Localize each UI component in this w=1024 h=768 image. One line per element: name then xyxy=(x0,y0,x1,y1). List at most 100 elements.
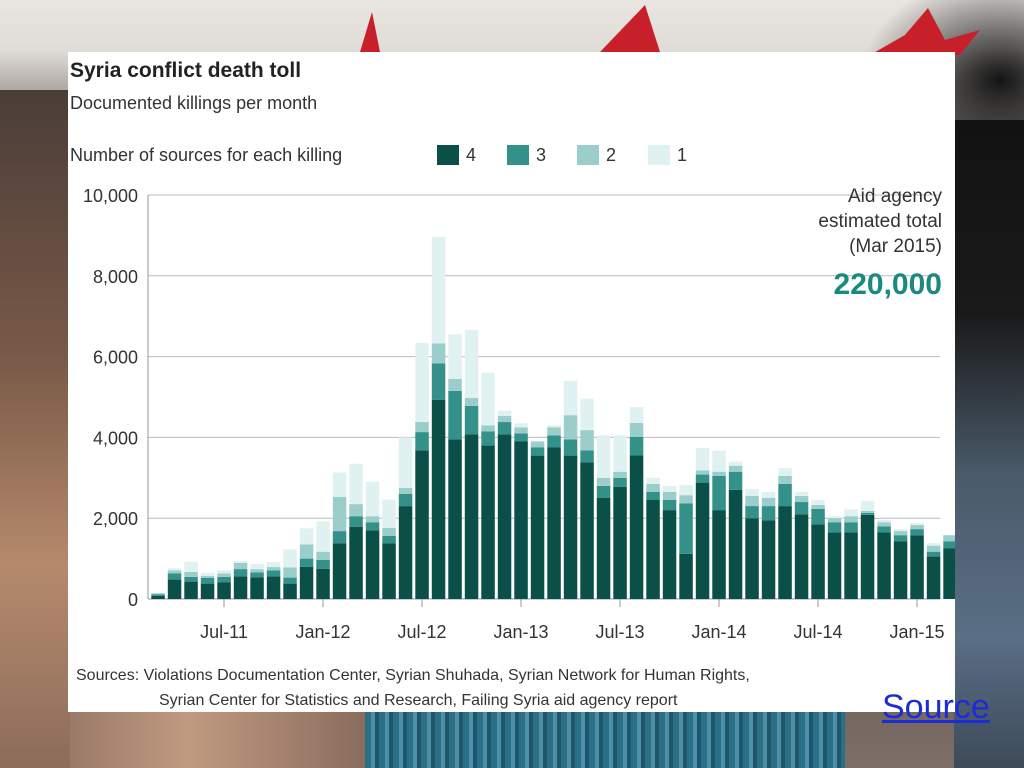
bar-segment-2 xyxy=(580,430,594,451)
bar-segment-4 xyxy=(926,556,941,599)
bar-segment-1 xyxy=(200,573,215,576)
bar-segment-2 xyxy=(646,483,660,492)
bar-segment-1 xyxy=(514,423,528,428)
bar-segment-1 xyxy=(217,570,231,574)
source-link[interactable]: Source xyxy=(882,688,990,726)
bar-segment-1 xyxy=(712,450,726,472)
bar-segment-2 xyxy=(926,545,941,552)
bar-segment-3 xyxy=(431,363,446,400)
bar-segment-3 xyxy=(910,529,924,536)
bar-segment-3 xyxy=(530,447,545,456)
bar-segment-2 xyxy=(761,498,776,507)
bar-segment-4 xyxy=(365,530,380,599)
bar-segment-3 xyxy=(415,432,429,451)
bar-segment-2 xyxy=(811,504,825,509)
annotation-text: estimated total xyxy=(818,211,942,232)
bar-segment-2 xyxy=(415,422,429,433)
bar-segment-2 xyxy=(200,576,215,578)
sources-line-1: Sources: Violations Documentation Center… xyxy=(76,667,750,684)
bar-segment-4 xyxy=(613,486,627,599)
x-tick-label: Jan-15 xyxy=(889,622,944,642)
bar-segment-1 xyxy=(893,529,908,532)
photo-flag-right xyxy=(954,120,1024,768)
bar-segment-4 xyxy=(563,455,578,599)
y-tick-label: 10,000 xyxy=(83,186,138,206)
bar-segment-2 xyxy=(332,496,347,532)
y-tick-label: 4,000 xyxy=(93,428,138,448)
bar-segment-4 xyxy=(629,455,644,599)
bar-segment-1 xyxy=(415,342,429,423)
bar-segment-3 xyxy=(283,577,297,584)
bar-segment-3 xyxy=(877,526,891,533)
bar-segment-2 xyxy=(596,477,611,486)
bar-segment-2 xyxy=(151,593,165,595)
bar-segment-4 xyxy=(596,498,611,599)
bar-segment-4 xyxy=(893,541,908,599)
bar-segment-4 xyxy=(184,581,198,599)
bar-segment-1 xyxy=(580,398,594,431)
bar-segment-2 xyxy=(877,522,891,527)
bar-segment-1 xyxy=(745,489,759,496)
bar-segment-4 xyxy=(761,520,776,599)
bar-segment-1 xyxy=(926,543,941,546)
bar-segment-1 xyxy=(794,491,809,496)
bar-segment-4 xyxy=(266,576,281,599)
legend-title: Number of sources for each killing xyxy=(70,145,342,165)
x-tick-label: Jan-12 xyxy=(295,622,350,642)
bar-segment-4 xyxy=(646,500,660,599)
bar-segment-1 xyxy=(662,485,677,492)
bar-segment-3 xyxy=(926,551,941,557)
bar-segment-3 xyxy=(365,522,380,531)
bar-segment-3 xyxy=(860,512,875,515)
bar-segment-2 xyxy=(365,516,380,523)
bar-segment-4 xyxy=(151,595,165,599)
bar-segment-4 xyxy=(497,434,512,599)
bar-segment-1 xyxy=(365,481,380,517)
bar-segment-2 xyxy=(844,516,858,523)
legend-swatch-2 xyxy=(577,145,599,165)
x-tick-label: Jan-13 xyxy=(493,622,548,642)
bar-segment-1 xyxy=(283,549,297,568)
bar-segment-1 xyxy=(464,329,479,398)
bar-segment-4 xyxy=(514,441,528,599)
bar-segment-3 xyxy=(382,536,396,544)
bar-segment-3 xyxy=(481,431,495,446)
bar-segment-3 xyxy=(316,559,330,569)
legend-swatch-1 xyxy=(648,145,670,165)
bar-segment-1 xyxy=(481,372,495,426)
bar-segment-4 xyxy=(200,583,215,599)
y-tick-label: 0 xyxy=(128,590,138,610)
bar-segment-4 xyxy=(382,543,396,599)
bar-segment-1 xyxy=(448,334,462,379)
bar-segment-4 xyxy=(167,579,182,599)
bar-segment-2 xyxy=(893,531,908,536)
x-tick-label: Jul-14 xyxy=(793,622,842,642)
bar-segment-4 xyxy=(332,543,347,599)
bar-segment-1 xyxy=(877,519,891,523)
red-star-icon xyxy=(870,8,980,55)
bar-segment-1 xyxy=(349,463,363,505)
y-tick-label: 8,000 xyxy=(93,267,138,287)
bar-segment-3 xyxy=(679,503,693,554)
y-tick-label: 6,000 xyxy=(93,348,138,368)
y-tick-label: 2,000 xyxy=(93,509,138,529)
x-tick-label: Jul-11 xyxy=(200,622,248,642)
bar-segment-2 xyxy=(613,471,627,478)
bar-segment-3 xyxy=(184,576,198,582)
bar-segment-1 xyxy=(167,568,182,571)
bar-segment-3 xyxy=(151,594,165,596)
bar-segment-4 xyxy=(745,518,759,599)
bar-segment-1 xyxy=(563,380,578,416)
bar-segment-2 xyxy=(778,475,792,484)
red-star-icon xyxy=(360,12,380,52)
bar-segment-1 xyxy=(679,485,693,496)
bar-segment-4 xyxy=(728,489,743,599)
bar-segment-3 xyxy=(464,405,479,435)
bar-segment-3 xyxy=(794,502,809,515)
sources-line-2: Syrian Center for Statistics and Researc… xyxy=(159,692,678,709)
bar-segment-2 xyxy=(712,471,726,476)
bar-segment-2 xyxy=(167,570,182,574)
bar-segment-4 xyxy=(349,526,363,599)
bar-segment-2 xyxy=(266,567,281,571)
bar-segment-1 xyxy=(382,499,396,528)
